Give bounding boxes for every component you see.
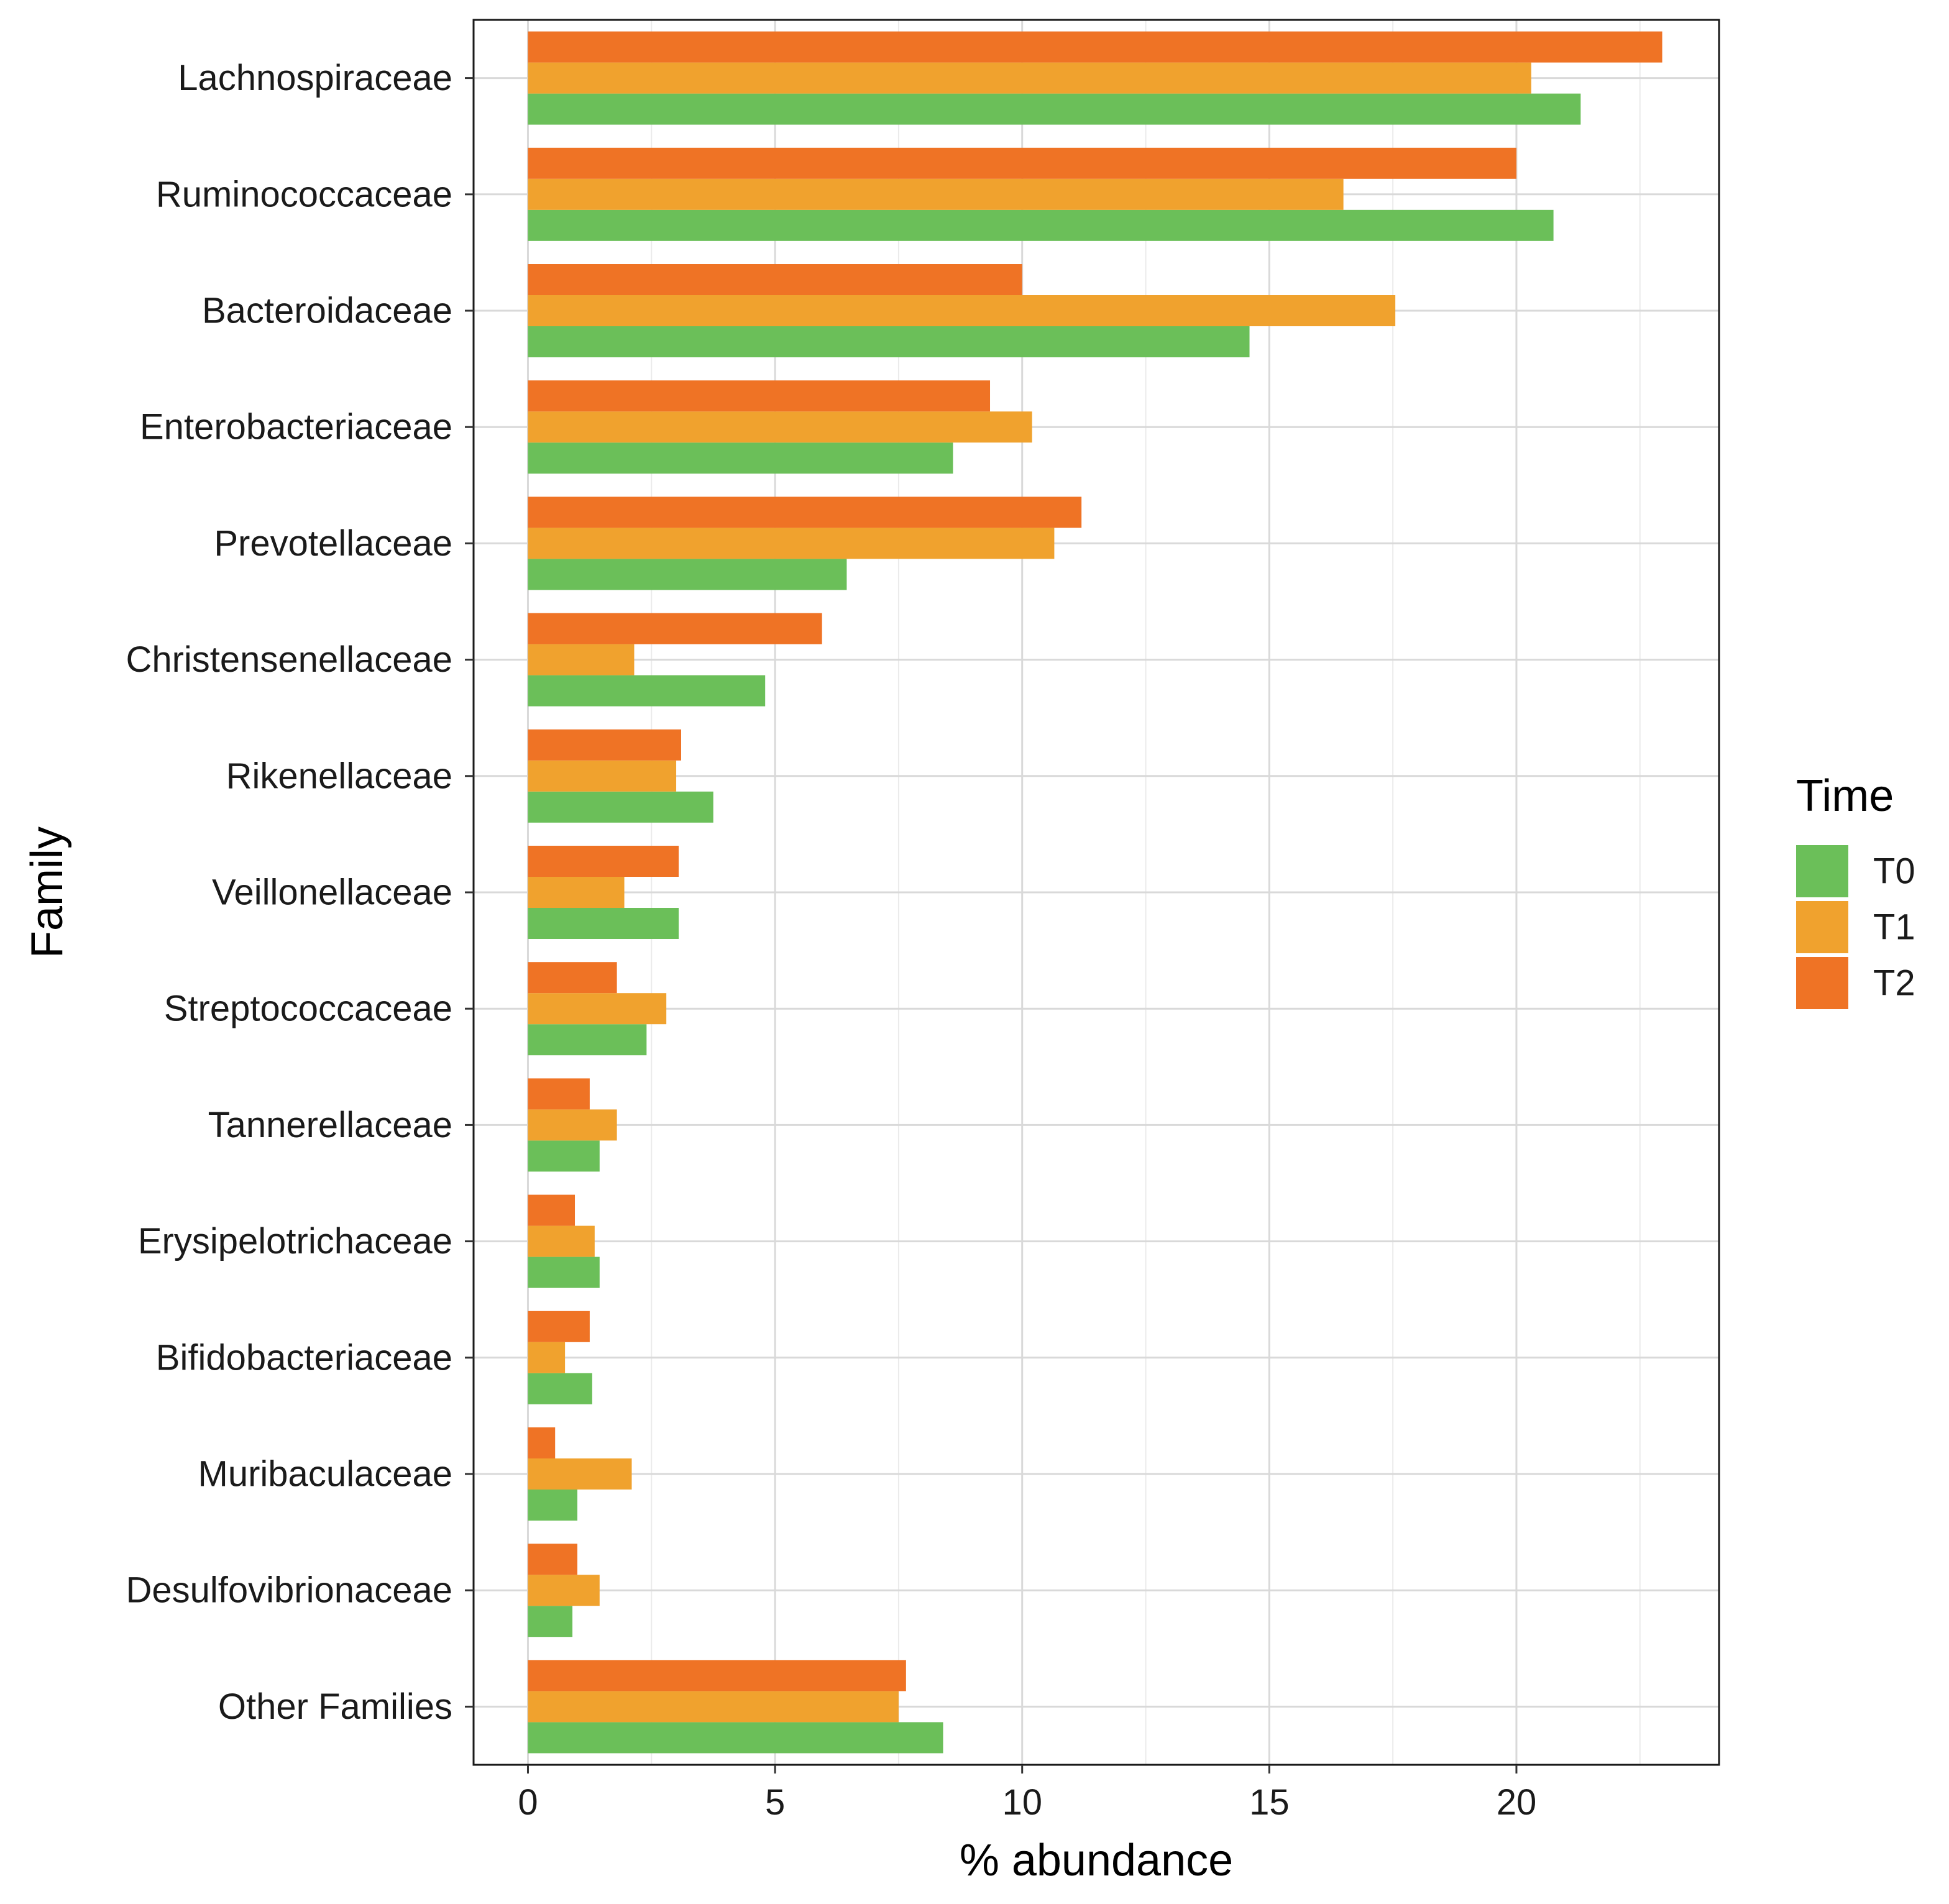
- category-label: Lachnospiraceae: [178, 58, 452, 98]
- bar-t0[interactable]: Enterobacteriaceae T0: 8.6: [528, 442, 953, 474]
- bar-t0[interactable]: Bifidobacteriaceae T0: 1.3: [528, 1373, 592, 1404]
- legend-label: T2: [1873, 963, 1915, 1004]
- x-tick-label: 0: [518, 1782, 538, 1823]
- bar-t0[interactable]: Rikenellaceae T0: 3.75: [528, 791, 713, 823]
- bar-t1[interactable]: Bacteroidaceae T1: 17.55: [528, 295, 1396, 326]
- bar-t1[interactable]: Streptococcaceae T1: 2.8: [528, 993, 667, 1025]
- legend: Time T0 T1 T2: [1796, 771, 1915, 1009]
- bar-t0[interactable]: Streptococcaceae T0: 2.4: [528, 1024, 647, 1056]
- category-label: Other Families: [218, 1687, 452, 1727]
- category-label: Erysipelotrichaceae: [138, 1221, 452, 1261]
- category-label: Veillonellaceae: [212, 872, 452, 913]
- legend-key-t0: [1796, 845, 1848, 897]
- bar-t1[interactable]: Prevotellaceae T1: 10.65: [528, 528, 1055, 559]
- bar-t2[interactable]: Streptococcaceae T2: 1.8: [528, 962, 617, 994]
- bar-t2[interactable]: Veillonellaceae T2: 3.05: [528, 846, 679, 877]
- bar-t2[interactable]: Ruminococcaceae T2: 20: [528, 147, 1516, 179]
- bar-t1[interactable]: Veillonellaceae T1: 1.95: [528, 877, 625, 908]
- bar-t1[interactable]: Muribaculaceae T1: 2.1: [528, 1458, 632, 1490]
- bar-t0[interactable]: Ruminococcaceae T0: 20.75: [528, 209, 1554, 241]
- bar-t2[interactable]: Enterobacteriaceae T2: 9.35: [528, 380, 991, 412]
- y-axis: Lachnospiraceae Ruminococcaceae Bacteroida…: [126, 58, 474, 1727]
- bar-t0[interactable]: Erysipelotrichaceae T0: 1.45: [528, 1256, 600, 1288]
- bar-t1[interactable]: Enterobacteriaceae T1: 10.2: [528, 411, 1032, 443]
- category-label: Muribaculaceae: [198, 1454, 452, 1494]
- y-axis-title: Family: [22, 826, 72, 958]
- bar-t2[interactable]: Rikenellaceae T2: 3.1: [528, 729, 681, 761]
- bar-t2[interactable]: Erysipelotrichaceae T2: 0.95: [528, 1194, 576, 1226]
- bar-t2[interactable]: Tannerellaceae T2: 1.25: [528, 1078, 590, 1110]
- category-label: Streptococcaceae: [164, 989, 452, 1029]
- bar-t0[interactable]: Desulfovibrionaceae T0: 0.9: [528, 1606, 573, 1637]
- bar-t2[interactable]: Bifidobacteriaceae T2: 1.25: [528, 1311, 590, 1342]
- category-label: Enterobacteriaceae: [140, 407, 452, 447]
- category-label: Prevotellaceae: [214, 523, 452, 564]
- legend-label: T1: [1873, 907, 1915, 948]
- bar-t1[interactable]: Other Families T1: 7.5: [528, 1691, 899, 1723]
- bar-t1[interactable]: Ruminococcaceae T1: 16.5: [528, 178, 1344, 210]
- bar-t2[interactable]: Desulfovibrionaceae T2: 1: [528, 1544, 577, 1575]
- x-tick-label: 20: [1497, 1782, 1537, 1823]
- x-axis: 0 5 10 15 20: [518, 1765, 1536, 1823]
- category-label: Rikenellaceae: [226, 756, 452, 796]
- bar-t0[interactable]: Veillonellaceae T0: 3.05: [528, 908, 679, 939]
- legend-title: Time: [1796, 771, 1894, 821]
- bar-t1[interactable]: Rikenellaceae T1: 3: [528, 760, 677, 792]
- x-tick-label: 15: [1249, 1782, 1290, 1823]
- category-label: Ruminococcaceae: [156, 174, 452, 214]
- category-label: Bifidobacteriaceae: [156, 1337, 452, 1378]
- category-label: Christensenellaceae: [126, 639, 452, 680]
- bar-t2[interactable]: Muribaculaceae T2: 0.55: [528, 1427, 556, 1458]
- bar-t0[interactable]: Bacteroidaceae T0: 14.6: [528, 326, 1250, 357]
- legend-key-t2: [1796, 957, 1848, 1009]
- bar-t2[interactable]: Prevotellaceae T2: 11.2: [528, 497, 1082, 528]
- bar-t1[interactable]: Bifidobacteriaceae T1: 0.75: [528, 1342, 566, 1373]
- bar-t0[interactable]: Muribaculaceae T0: 1: [528, 1490, 577, 1521]
- bar-t0[interactable]: Other Families T0: 8.4: [528, 1722, 943, 1754]
- bar-t0[interactable]: Tannerellaceae T0: 1.45: [528, 1140, 600, 1172]
- bar-t1[interactable]: Christensenellaceae T1: 2.15: [528, 644, 635, 675]
- bar-t1[interactable]: Lachnospiraceae T1: 20.3: [528, 62, 1531, 94]
- bar-t2[interactable]: Christensenellaceae T2: 5.95: [528, 613, 822, 644]
- bar-t1[interactable]: Erysipelotrichaceae T1: 1.35: [528, 1225, 595, 1257]
- category-label: Bacteroidaceae: [202, 291, 452, 331]
- bar-t0[interactable]: Lachnospiraceae T0: 21.3: [528, 93, 1581, 125]
- legend-key-t1: [1796, 901, 1848, 953]
- bar-t1[interactable]: Tannerellaceae T1: 1.8: [528, 1109, 617, 1141]
- bar-t0[interactable]: Prevotellaceae T0: 6.45: [528, 559, 847, 590]
- category-label: Desulfovibrionaceae: [126, 1570, 452, 1611]
- bar-t2[interactable]: Other Families T2: 7.65: [528, 1660, 906, 1691]
- legend-label: T0: [1873, 851, 1915, 892]
- x-axis-title: % abundance: [960, 1836, 1233, 1885]
- bar-t0[interactable]: Christensenellaceae T0: 4.8: [528, 675, 766, 707]
- category-label: Tannerellaceae: [208, 1105, 452, 1145]
- bar-t2[interactable]: Lachnospiraceae T2: 22.95: [528, 31, 1662, 63]
- bar-t2[interactable]: Bacteroidaceae T2: 10: [528, 264, 1022, 295]
- x-tick-label: 10: [1002, 1782, 1042, 1823]
- bar-t1[interactable]: Desulfovibrionaceae T1: 1.45: [528, 1575, 600, 1606]
- x-tick-label: 5: [765, 1782, 785, 1823]
- bars: Lachnospiraceae T0: 21.3Lachnospiraceae …: [528, 31, 1662, 1754]
